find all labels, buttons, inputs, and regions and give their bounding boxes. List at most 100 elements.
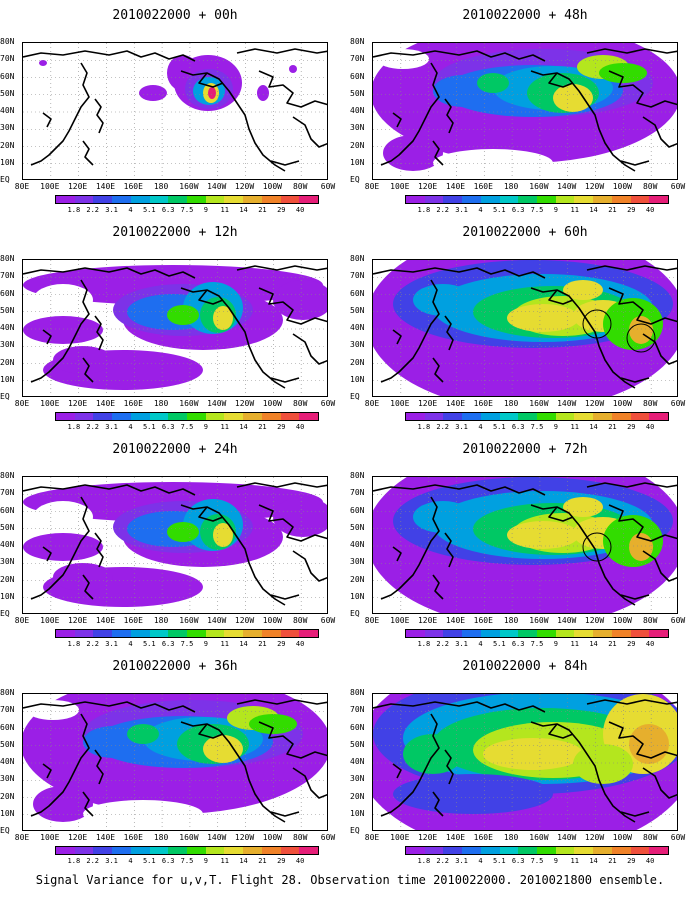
panel-title: 2010022000 + 72h	[462, 442, 588, 457]
colorbar-swatch	[243, 630, 262, 637]
colorbar-label: 1.8	[67, 857, 81, 865]
colorbar-swatch	[574, 630, 594, 637]
longitude-label: 120W	[584, 182, 605, 191]
colorbar-label: 9	[553, 423, 558, 431]
colorbar-label: 1.8	[417, 206, 431, 214]
colorbar-swatch	[261, 196, 281, 203]
colorbar-label: 21	[258, 206, 267, 214]
longitude-label: 160E	[473, 616, 493, 625]
longitude-label: 80W	[292, 399, 308, 408]
colorbar-swatch	[93, 196, 113, 203]
colorbar-label: 3.1	[105, 857, 118, 865]
longitude-label: 140E	[445, 399, 466, 408]
latitude-label: 50N	[0, 522, 15, 532]
colorbar	[55, 412, 319, 421]
colorbar-swatch	[168, 630, 188, 637]
colorbar-swatch	[443, 196, 463, 203]
colorbar-label: 6.3	[161, 640, 175, 648]
latitude-label: EQ	[350, 609, 360, 618]
longitude-label: 100E	[40, 399, 60, 408]
colorbar-label: 21	[608, 206, 617, 214]
longitude-label: 180	[503, 833, 519, 842]
colorbar-label: 14	[589, 857, 598, 865]
colorbar-swatch	[406, 847, 425, 854]
colorbar-swatch	[149, 630, 169, 637]
colorbar-swatch	[611, 630, 631, 637]
longitude-label: 100W	[612, 182, 632, 191]
longitude-label: 180	[153, 399, 169, 408]
colorbar-swatch	[611, 847, 631, 854]
colorbar-swatch	[280, 630, 300, 637]
variance-map	[22, 42, 328, 180]
colorbar-label: 3.1	[455, 857, 468, 865]
latitude-label: 20N	[350, 357, 365, 367]
longitude-label: 140E	[445, 833, 466, 842]
latitude-label: 40N	[0, 106, 15, 115]
colorbar-label: 14	[239, 857, 248, 865]
colorbar-swatch	[299, 847, 319, 854]
colorbar-label: 14	[589, 640, 598, 648]
longitude-label: 140E	[95, 182, 116, 191]
colorbar-label: 1.8	[67, 206, 81, 214]
colorbar-label: 5.1	[142, 857, 156, 865]
longitude-label: 100W	[262, 399, 282, 408]
colorbar-label: 40	[645, 206, 655, 214]
variance-map	[372, 42, 678, 180]
latitude-label: EQ	[0, 392, 10, 401]
longitude-label: 140W	[207, 399, 227, 408]
colorbar-label: 3.1	[455, 640, 468, 648]
map-svg	[23, 694, 327, 830]
longitude-label: 80E	[364, 399, 380, 408]
colorbar-swatch	[280, 413, 300, 420]
latitude-label: EQ	[0, 826, 10, 835]
longitude-label: 160W	[179, 182, 199, 191]
longitude-label: 140W	[207, 833, 227, 842]
latitude-label: 80N	[350, 688, 365, 697]
longitude-label: 140W	[557, 833, 577, 842]
colorbar-swatch	[168, 413, 188, 420]
colorbar-label: 7.5	[180, 423, 194, 431]
colorbar-swatch	[574, 847, 594, 854]
colorbar-swatch	[480, 196, 500, 203]
colorbar-swatch	[205, 630, 225, 637]
colorbar-label: 9	[553, 857, 558, 865]
colorbar-label: 40	[645, 857, 655, 865]
colorbar-label: 7.5	[180, 640, 194, 648]
latitude-label: 40N	[0, 323, 15, 332]
longitude-label: 160E	[123, 182, 143, 191]
colorbar-label: 9	[553, 206, 558, 214]
longitude-label: 80E	[14, 833, 30, 842]
colorbar-label: 5.1	[142, 206, 156, 214]
colorbar-swatch	[630, 413, 650, 420]
colorbar-swatch	[630, 630, 650, 637]
colorbar-swatch	[205, 847, 225, 854]
panel-title: 2010022000 + 48h	[462, 8, 588, 23]
colorbar-swatch	[555, 413, 575, 420]
panel-title: 2010022000 + 60h	[462, 225, 588, 240]
latitude-label: 60N	[0, 288, 15, 298]
latitude-label: 70N	[350, 488, 365, 498]
colorbar-swatch	[462, 630, 481, 637]
map-svg	[23, 477, 327, 613]
latitude-label: 20N	[350, 574, 365, 584]
longitude-label: 80W	[292, 616, 308, 625]
longitude-label: 160E	[123, 833, 143, 842]
latitude-label: 50N	[350, 305, 365, 315]
colorbar-label: 3.1	[455, 423, 468, 431]
colorbar-swatch	[149, 413, 169, 420]
colorbar-swatch	[406, 196, 425, 203]
colorbar-label: 2.2	[86, 423, 100, 431]
latitude-label: 40N	[350, 757, 365, 766]
colorbar-label: 3.1	[105, 640, 118, 648]
latitude-label: EQ	[350, 175, 360, 184]
longitude-label: 160W	[179, 616, 199, 625]
longitude-label: 160W	[529, 399, 549, 408]
latitude-label: 70N	[350, 54, 365, 64]
colorbar-swatch	[593, 196, 612, 203]
longitude-label: 100W	[262, 182, 282, 191]
longitude-label: 180	[503, 399, 519, 408]
colorbar-label: 1.8	[417, 857, 431, 865]
colorbar-swatch	[462, 847, 481, 854]
colorbar-label: 7.5	[530, 206, 544, 214]
colorbar-swatch	[224, 413, 244, 420]
